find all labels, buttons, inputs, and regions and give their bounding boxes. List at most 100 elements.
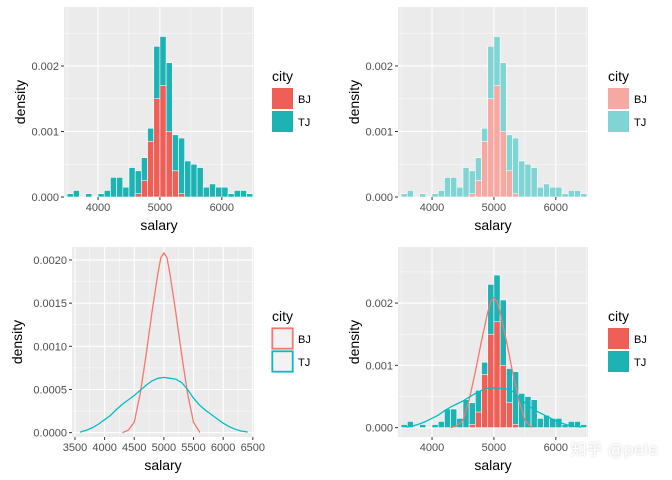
x-tick-label: 6500 [241, 442, 265, 454]
histogram-bar-tj [456, 186, 464, 198]
histogram-bar-tj [567, 190, 575, 198]
histogram-bar-bj [147, 141, 155, 198]
histogram-bar-tj [431, 424, 439, 428]
panel-top-left: 4000 5000 6000 0.000 0.001 0.002 salary density… [12, 7, 311, 233]
histogram-bar-bj [481, 141, 489, 198]
panel-background [72, 247, 254, 437]
histogram-bar-tj [536, 418, 544, 428]
histogram-bar-tj [178, 137, 185, 198]
histogram-bar-bj [475, 180, 482, 198]
legend-label-bj: BJ [298, 334, 311, 346]
x-axis-title: salary [144, 457, 181, 473]
histogram-bar-tj [406, 421, 414, 428]
legend-key-tj [271, 350, 294, 373]
x-tick-label: 4000 [92, 442, 116, 454]
x-axis-title: salary [474, 457, 511, 473]
legend-key-outline [272, 351, 294, 373]
density-curve-tj [80, 376, 248, 433]
histogram-bar-bj [141, 180, 148, 198]
histogram-bar-tj [580, 424, 588, 428]
legend-label-bj: BJ [298, 94, 311, 106]
y-tick-label: 0.001 [365, 126, 393, 138]
y-tick-label: 0.0020 [33, 255, 67, 267]
histogram-bar-tj [97, 193, 105, 198]
histogram-bar-bj [165, 131, 173, 198]
legend-label-tj: TJ [298, 357, 310, 369]
legend-key-bj [271, 327, 294, 350]
legend-label-tj: TJ [634, 357, 646, 369]
y-tick-label: 0.0015 [33, 298, 67, 310]
density-curve-bj [122, 251, 201, 434]
histogram-bar-bj [512, 424, 519, 428]
histogram-bar-bj [481, 374, 489, 428]
histogram-bar-tj [543, 183, 550, 198]
legend-key-tj [272, 111, 293, 132]
panel-top-right: 4000 5000 6000 0.000 0.001 0.002 salary density… [346, 7, 647, 233]
histogram-bar-bj [512, 193, 519, 198]
x-tick-label: 5000 [152, 442, 176, 454]
histogram-bar-tj [184, 160, 192, 198]
legend-label-bj: BJ [634, 94, 647, 106]
x-tick-label: 5000 [148, 202, 172, 214]
x-tick-label: 4000 [420, 442, 444, 454]
y-tick-label: 0.000 [365, 192, 393, 204]
y-tick-label: 0.001 [365, 360, 393, 372]
y-tick-label: 0.0010 [33, 341, 67, 353]
density-curve-tj [406, 387, 582, 428]
histogram-bar-bj [159, 85, 167, 198]
y-tick-label: 0.0000 [33, 428, 67, 440]
x-tick-label: 4000 [420, 202, 444, 214]
histogram-bar-tj [512, 137, 519, 198]
histogram-bar-tj [240, 190, 247, 198]
legend-label-bj: BJ [634, 334, 647, 346]
histogram-bar-bj [499, 365, 507, 428]
y-axis-title: density [12, 80, 28, 124]
histogram-bar-tj [227, 193, 235, 198]
histogram-bar-bj [499, 131, 507, 198]
histogram-bar-tj [72, 190, 80, 198]
histogram-bar-bj [172, 170, 179, 198]
x-tick-label: 3500 [63, 442, 87, 454]
histogram-bar-tj [66, 193, 74, 198]
legend-key-tj [608, 111, 629, 132]
histogram-bar-tj [85, 193, 93, 198]
histogram-bar-tj [431, 193, 439, 198]
histogram-bar-tj [444, 177, 451, 198]
histogram-bar-tj [437, 190, 445, 198]
y-tick-label: 0.002 [365, 298, 393, 310]
legend-title: city [608, 308, 629, 324]
x-axis-title: salary [474, 217, 511, 233]
histogram-bar-tj [419, 424, 427, 428]
histogram-bar-tj [400, 193, 408, 198]
legend-title: city [272, 308, 293, 324]
y-tick-label: 0.002 [365, 61, 393, 73]
histogram-bar-tj [233, 190, 241, 198]
x-tick-label: 5000 [482, 442, 506, 454]
legend: city BJ TJ [608, 68, 647, 132]
legend-key-outline [272, 328, 294, 350]
legend: city BJ TJ [608, 308, 647, 372]
histogram-bar-tj [400, 424, 408, 428]
legend-title: city [608, 68, 629, 84]
histogram-bar-bj [468, 424, 476, 428]
histogram-bar-tj [246, 193, 254, 198]
histogram-bar-tj [202, 186, 210, 198]
histogram-bar-tj [196, 167, 204, 198]
density-curve-bj [450, 297, 532, 429]
histogram-bar-tj [450, 408, 458, 428]
legend-key-bj [272, 88, 293, 109]
histogram-bar-bj [153, 98, 161, 198]
histogram-bar-bj [178, 193, 185, 198]
y-tick-label: 0.002 [31, 61, 59, 73]
histogram-bar-tj [134, 170, 142, 198]
histogram-bar-tj [103, 190, 111, 198]
x-tick-label: 5500 [181, 442, 205, 454]
y-tick-label: 0.000 [31, 192, 59, 204]
histogram-bar-tj [462, 167, 470, 198]
histogram-bar-tj [116, 177, 124, 198]
histogram-bar-bj [506, 170, 513, 198]
histogram-bar-tj [536, 186, 544, 198]
histogram-bar-tj [555, 186, 563, 198]
histogram-bar-tj [209, 183, 216, 198]
